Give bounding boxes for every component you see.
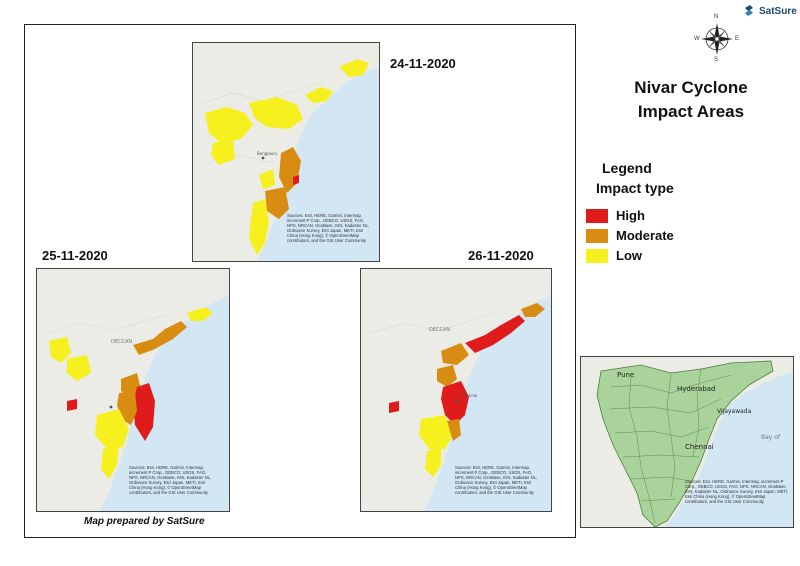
inset-label-hyderabad: Hyderabad [677,385,716,393]
inset-label-chennai: Chennai [685,443,714,451]
map-26-11-2020: DECCAN Chennai Sources: Esri, HERE, Garm… [360,268,552,512]
compass-s: S [714,57,719,63]
inset-basemap: Pune Hyderabad Vijayawada Chennai Bay of [581,357,793,527]
map2-date: 25-11-2020 [42,248,108,263]
compass-w: W [694,36,700,42]
map-title-line2: Impact Areas [637,102,745,121]
legend-label-low: Low [616,248,642,263]
satsure-logo-text: SatSure [759,5,797,17]
inset-label-vijayawada: Vijayawada [717,408,752,415]
map1-date: 24-11-2020 [390,56,456,71]
inset-label-pune: Pune [617,371,634,379]
map3-label-chennai: Chennai [461,393,477,398]
legend-label-high: High [616,208,645,223]
map1-credit: Sources: Esri, HERE, Garmin, Intermap, i… [287,213,370,243]
legend-subtitle: Impact type [596,180,674,196]
legend-item-low: Low [586,248,642,263]
map3-basemap: DECCAN Chennai [361,269,551,511]
map3-credit: Sources: Esri, HERE, Garmin, Intermap, i… [455,465,538,495]
map-24-11-2020: Bengaluru Sources: Esri, HERE, Garmin, I… [192,42,380,262]
map-title: Nivar Cyclone Impact Areas [606,76,776,124]
map3-label-deccan: DECCAN [429,327,450,333]
compass-rose: N S E W [694,14,740,64]
legend-swatch-low [586,248,608,263]
legend-title: Legend [602,160,652,176]
map-title-line1: Nivar Cyclone [634,78,748,97]
inset-credit: Sources: Esri, HERE, Garmin, Intermap, i… [685,479,789,504]
inset-overview-map: Pune Hyderabad Vijayawada Chennai Bay of… [580,356,794,528]
legend-label-moderate: Moderate [616,228,674,243]
satsure-logo: SatSure [742,4,797,18]
legend-item-moderate: Moderate [586,228,674,243]
map2-label-deccan: DECCAN [111,339,132,345]
legend-swatch-moderate [586,228,608,243]
inset-label-bay-of: Bay of [761,434,781,441]
compass-n: N [714,14,719,20]
map2-basemap: DECCAN [37,269,229,511]
legend-item-high: High [586,208,645,223]
satsure-logo-icon [745,5,753,16]
legend-swatch-high [586,208,608,223]
map-25-11-2020: DECCAN Sources: Esri, HERE, Garmin, Inte… [36,268,230,512]
map1-label-bengaluru: Bengaluru [257,151,278,156]
compass-icon [701,23,733,55]
map2-credit: Sources: Esri, HERE, Garmin, Intermap, i… [129,465,212,495]
legend-heading: Legend Impact type [596,158,674,198]
map1-basemap: Bengaluru [193,43,379,261]
compass-e: E [735,36,740,42]
map3-date: 26-11-2020 [468,248,534,263]
prepared-by-text: Map prepared by SatSure [84,516,205,527]
